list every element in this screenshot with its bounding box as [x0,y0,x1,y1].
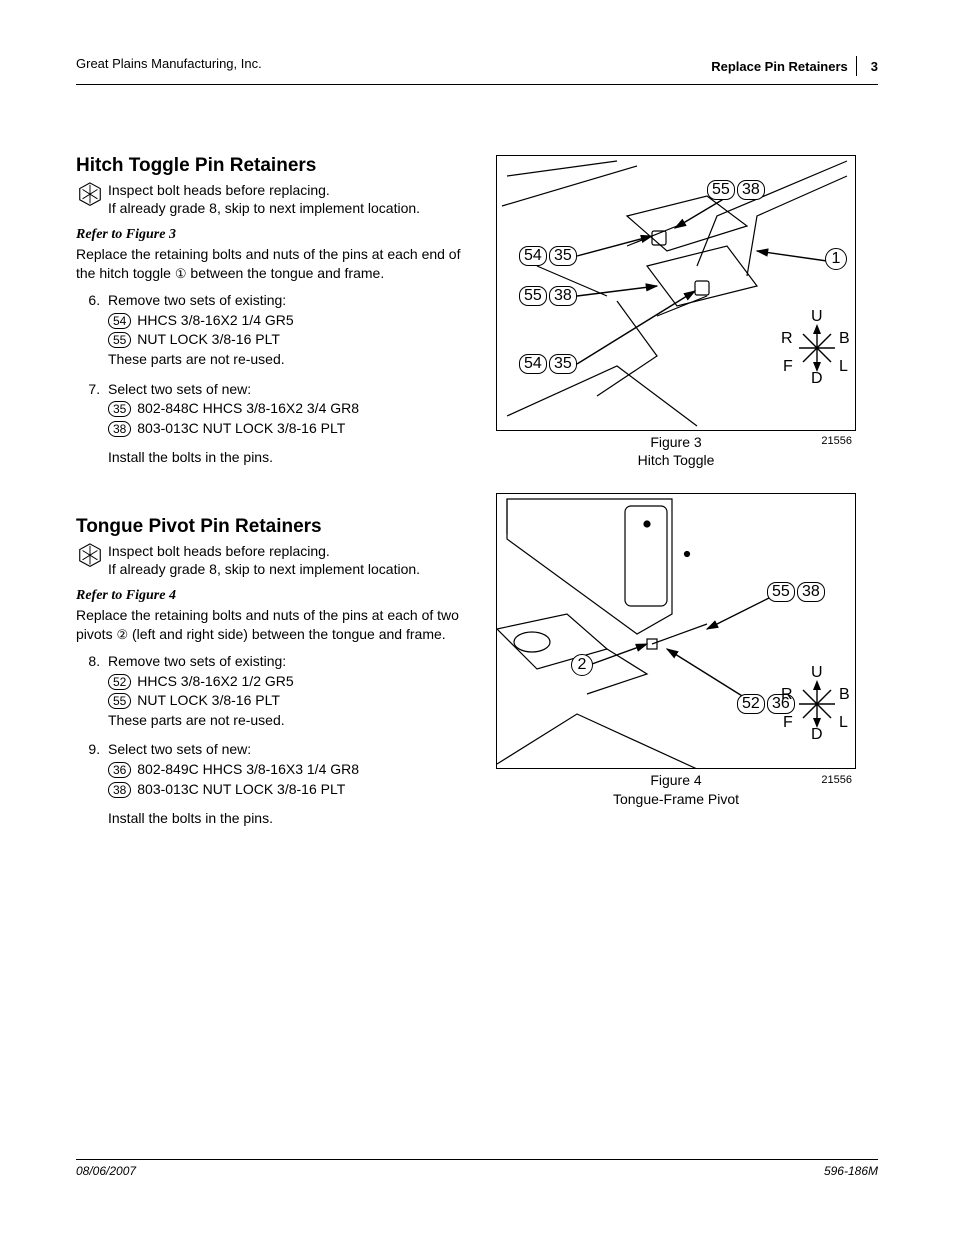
step7-ref1: 35 [108,401,131,417]
section2-inspect-text: Inspect bolt heads before replacing. If … [108,542,420,578]
step8-part2: NUT LOCK 3/8-16 PLT [137,692,280,708]
fig3-callout-38b: 38 [549,286,577,306]
header-separator [856,56,857,76]
step6-lead: Remove two sets of existing: [108,292,286,308]
fig4-callout-52: 52 [737,694,765,714]
section-tongue-pivot: Tongue Pivot Pin Retainers Inspect bolt … [76,516,476,829]
section2-inspect-line1: Inspect bolt heads before replacing. [108,543,330,559]
section1-inspect-text: Inspect bolt heads before replacing. If … [108,181,420,217]
section1-refer: Refer to Figure 3 [76,227,476,243]
section1-inspect-line2: If already grade 8, skip to next impleme… [108,200,420,216]
step7-part1: 802-848C HHCS 3/8-16X2 3/4 GR8 [137,400,359,416]
fig3-callout-35a: 35 [549,246,577,266]
step6-ref1: 54 [108,313,131,329]
section1-inspect: Inspect bolt heads before replacing. If … [76,181,476,217]
step-7: Select two sets of new: 35 802-848C HHCS… [104,380,476,468]
step6-part2: NUT LOCK 3/8-16 PLT [137,331,280,347]
step8-lead: Remove two sets of existing: [108,653,286,669]
header-section-title: Replace Pin Retainers [711,59,848,74]
section2-inspect: Inspect bolt heads before replacing. If … [76,542,476,578]
step-8: Remove two sets of existing: 52 HHCS 3/8… [104,652,476,730]
header-section: Replace Pin Retainers 3 [711,56,878,76]
step8-ref1: 52 [108,674,131,690]
compass-f: F [783,714,793,732]
compass-l: L [839,714,848,732]
section2-steps: Remove two sets of existing: 52 HHCS 3/8… [76,652,476,829]
step7-lead: Select two sets of new: [108,381,251,397]
fig4-compass: U D R B F L [785,672,849,736]
fig4-callout-55: 55 [767,582,795,602]
fig3-callout-54b: 54 [519,354,547,374]
compass-f: F [783,358,793,376]
section1-intro-b: between the tongue and frame. [187,265,385,281]
figure-3-name: Hitch Toggle [638,452,715,468]
fig3-callout-38a: 38 [737,180,765,200]
hex-bolt-icon [76,542,104,572]
fig4-callout-38: 38 [797,582,825,602]
section1-heading: Hitch Toggle Pin Retainers [76,155,476,177]
footer-date: 08/06/2007 [76,1164,136,1178]
left-column: Hitch Toggle Pin Retainers Inspect bolt … [76,155,476,839]
compass-l: L [839,358,848,376]
section1-inspect-line1: Inspect bolt heads before replacing. [108,182,330,198]
step9-lead: Select two sets of new: [108,741,251,757]
compass-d: D [811,726,823,744]
section-hitch-toggle: Hitch Toggle Pin Retainers Inspect bolt … [76,155,476,468]
step8-ref2: 55 [108,693,131,709]
compass-r: R [781,330,793,348]
step-9: Select two sets of new: 36 802-849C HHCS… [104,740,476,828]
right-column: 55 38 54 35 55 38 54 35 1 [496,155,856,839]
content-area: Hitch Toggle Pin Retainers Inspect bolt … [76,155,878,839]
fig3-callout-35b: 35 [549,354,577,374]
page-footer: 08/06/2007 596-186M [76,1159,878,1178]
header-company: Great Plains Manufacturing, Inc. [76,56,262,76]
figure-4-box: 55 38 2 52 36 U [496,493,856,769]
figure-4-label: Figure 4 [650,772,701,788]
fig3-callout-54a: 54 [519,246,547,266]
step9-part2: 803-013C NUT LOCK 3/8-16 PLT [137,781,345,797]
hex-bolt-icon [76,181,104,211]
compass-d: D [811,370,823,388]
step8-part1: HHCS 3/8-16X2 1/2 GR5 [137,673,293,689]
compass-r: R [781,686,793,704]
section2-inspect-line2: If already grade 8, skip to next impleme… [108,561,420,577]
step9-part1: 802-849C HHCS 3/8-16X3 1/4 GR8 [137,761,359,777]
compass-b: B [839,330,850,348]
step9-ref2: 38 [108,782,131,798]
section1-intro: Replace the retaining bolts and nuts of … [76,245,476,283]
section1-steps: Remove two sets of existing: 54 HHCS 3/8… [76,291,476,468]
step9-tail: Install the bolts in the pins. [108,809,476,829]
page-header: Great Plains Manufacturing, Inc. Replace… [76,56,878,76]
fig3-callout-55b: 55 [519,286,547,306]
compass-u: U [811,664,823,682]
step7-part2: 803-013C NUT LOCK 3/8-16 PLT [137,420,345,436]
step7-tail: Install the bolts in the pins. [108,448,476,468]
section2-intro-ref: ② [116,626,128,644]
figure-4-name: Tongue-Frame Pivot [613,791,739,807]
step8-tail: These parts are not re-used. [108,712,285,728]
fig3-callout-1: 1 [825,248,847,270]
page: Great Plains Manufacturing, Inc. Replace… [0,0,954,1208]
step6-tail: These parts are not re-used. [108,351,285,367]
section2-intro-b: (left and right side) between the tongue… [128,626,446,642]
step7-ref2: 38 [108,421,131,437]
compass-b: B [839,686,850,704]
section2-intro: Replace the retaining bolts and nuts of … [76,606,476,644]
step-6: Remove two sets of existing: 54 HHCS 3/8… [104,291,476,369]
header-page-number: 3 [871,59,878,74]
step6-part1: HHCS 3/8-16X2 1/4 GR5 [137,312,293,328]
section2-heading: Tongue Pivot Pin Retainers [76,516,476,538]
step9-ref1: 36 [108,762,131,778]
header-rule [76,84,878,85]
section2-refer: Refer to Figure 4 [76,588,476,604]
fig3-callout-55a: 55 [707,180,735,200]
section1-intro-ref: ① [175,265,187,283]
compass-u: U [811,308,823,326]
step6-ref2: 55 [108,332,131,348]
fig3-compass: U D R B F L [785,316,849,380]
figure-3-box: 55 38 54 35 55 38 54 35 1 [496,155,856,431]
figure-3-label: Figure 3 [650,434,701,450]
footer-doc: 596-186M [824,1164,878,1178]
